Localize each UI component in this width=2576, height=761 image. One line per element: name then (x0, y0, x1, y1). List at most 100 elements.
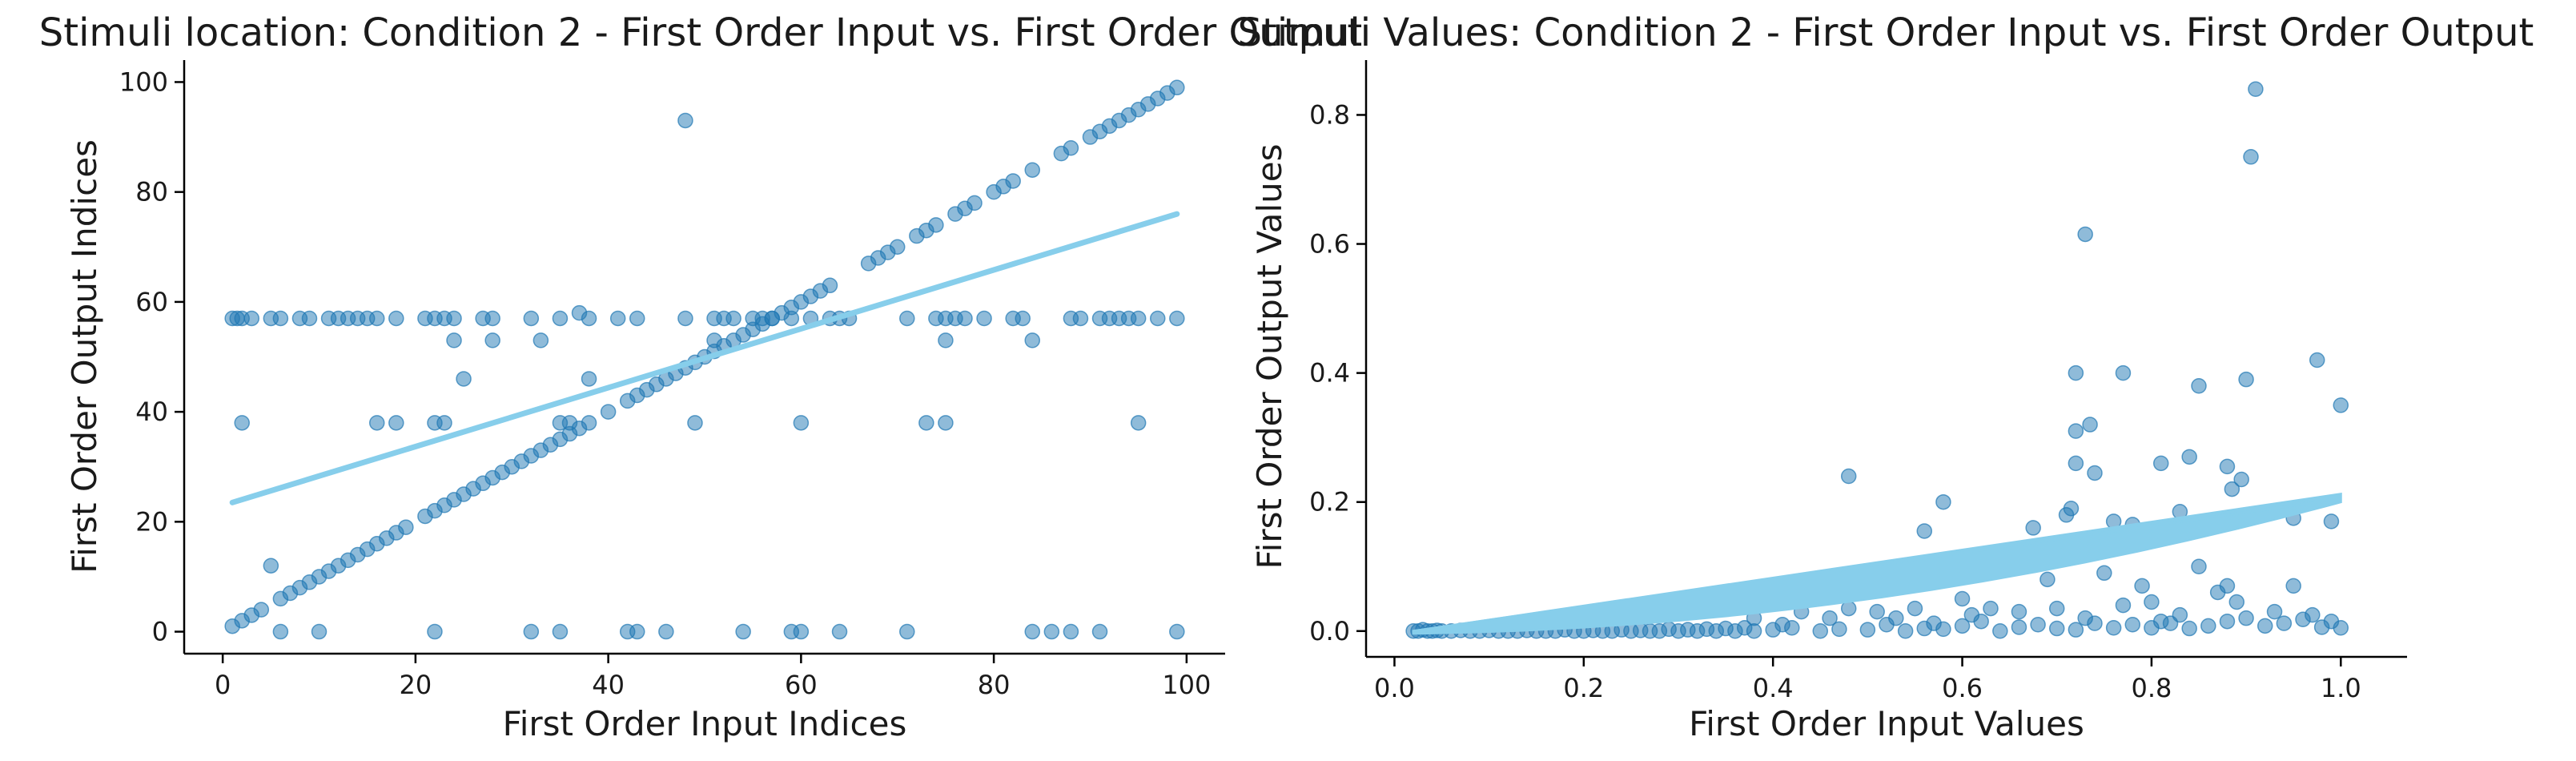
data-point (1907, 600, 1923, 617)
data-point (1983, 600, 1999, 617)
y-axis-label: First Order Output Values (1250, 144, 1289, 570)
x-tick-label: 0.4 (1753, 673, 1794, 703)
data-point (899, 623, 915, 640)
data-point (581, 371, 597, 387)
data-point (2238, 371, 2254, 388)
data-point (484, 310, 500, 327)
x-axis-label: First Order Input Indices (503, 704, 907, 743)
data-point (234, 415, 250, 431)
x-tick-label: 40 (592, 670, 625, 700)
data-point (2105, 620, 2122, 636)
data-point (2048, 600, 2065, 617)
data-point (2333, 397, 2349, 413)
data-point (388, 415, 404, 431)
data-point (1024, 162, 1041, 178)
data-point (1024, 623, 1041, 640)
data-point (2224, 481, 2240, 497)
axis-ticks: 0 20 40 60 80 100 0 20 40 60 80 100 (119, 66, 1211, 700)
y-tick-label: 40 (135, 397, 168, 427)
data-point (1774, 616, 1790, 633)
data-point (1072, 310, 1089, 327)
data-point (629, 623, 645, 640)
data-point (243, 310, 260, 327)
data-point (2219, 458, 2236, 475)
data-point (2068, 455, 2084, 472)
data-point (368, 415, 385, 431)
y-tick-label: 0 (152, 617, 168, 647)
data-point (2285, 578, 2301, 594)
data-point (687, 415, 703, 431)
y-tick-label: 100 (119, 66, 168, 97)
data-point (2144, 594, 2160, 610)
data-point (2115, 597, 2132, 614)
data-point (581, 310, 597, 327)
data-point (2172, 606, 2188, 623)
data-point (1840, 468, 1857, 485)
data-point (427, 623, 443, 640)
x-tick-label: 60 (785, 670, 818, 700)
data-point (2323, 613, 2340, 630)
data-point (2219, 578, 2236, 594)
data-point (1888, 610, 1904, 626)
data-point (2248, 81, 2264, 97)
data-point (311, 623, 328, 640)
data-point (2124, 616, 2141, 633)
data-point (2152, 455, 2169, 472)
data-point (2068, 364, 2084, 381)
plot-area (1405, 81, 2349, 639)
data-point (2134, 578, 2150, 594)
data-point (2243, 149, 2259, 165)
data-point (677, 310, 693, 327)
data-point (2077, 226, 2093, 243)
data-point (1869, 603, 1885, 620)
x-tick-label: 0.2 (1563, 673, 1604, 703)
x-tick-label: 1.0 (2321, 673, 2361, 703)
data-point (2011, 619, 2027, 635)
data-point (2181, 449, 2197, 465)
x-tick-label: 80 (978, 670, 1011, 700)
data-point (552, 623, 569, 640)
trend-line (229, 211, 1180, 505)
data-point (368, 310, 385, 327)
data-point (1005, 173, 1021, 189)
axis-ticks: 0.0 0.2 0.4 0.6 0.8 1.0 0.0 0.2 0.4 0.6 0.8 (1309, 99, 2361, 703)
y-tick-label: 20 (135, 506, 168, 537)
data-point (1812, 623, 1829, 639)
data-point (398, 519, 414, 535)
data-point (1897, 623, 1914, 639)
data-point (899, 310, 915, 327)
data-point (967, 195, 983, 211)
data-point (889, 239, 906, 256)
data-point (456, 371, 472, 387)
data-point (2063, 501, 2080, 517)
data-point (2228, 594, 2245, 610)
data-point (2276, 615, 2293, 631)
data-point (446, 310, 462, 327)
data-point (2266, 603, 2283, 620)
data-point (272, 310, 289, 327)
data-point (1043, 623, 1060, 640)
data-point (2323, 513, 2340, 529)
y-tick-label: 0.6 (1309, 229, 1350, 260)
data-point (2096, 565, 2112, 582)
data-point (793, 415, 810, 431)
data-point (706, 332, 722, 348)
y-tick-label: 0.4 (1309, 358, 1350, 389)
y-axis-label: First Order Output Indices (65, 139, 104, 574)
data-point (1963, 606, 1980, 623)
data-point (2115, 364, 2132, 381)
data-point (2025, 520, 2041, 536)
data-point (764, 310, 781, 327)
data-point (2181, 620, 2197, 637)
data-point (2068, 423, 2084, 439)
x-tick-label: 100 (1162, 670, 1211, 700)
trend-curve-inner-edge (1820, 497, 2341, 574)
data-point (629, 310, 645, 327)
data-point (581, 415, 597, 431)
data-point (609, 310, 626, 327)
data-point (446, 332, 462, 348)
data-point (484, 332, 500, 348)
data-point (938, 332, 954, 348)
data-point (2082, 417, 2098, 433)
